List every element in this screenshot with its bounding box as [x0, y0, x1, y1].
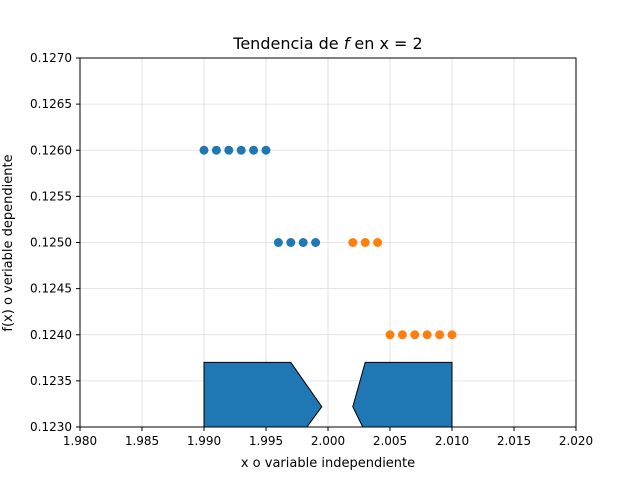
left-series-point [273, 238, 283, 247]
chart-title: Tendencia de f en x = 2 [232, 34, 422, 53]
y-tick-label: 0.1245 [30, 282, 72, 296]
left-series-point [249, 145, 259, 155]
data-points [199, 145, 457, 340]
x-tick-label: 1.995 [249, 434, 283, 448]
right-series-point [360, 238, 370, 247]
y-tick-label: 0.1230 [30, 420, 72, 434]
right-series-point [447, 330, 457, 340]
arrow-shapes [203, 361, 453, 428]
x-tick-label: 1.985 [125, 434, 159, 448]
x-axis-label: x o variable independiente [241, 456, 415, 471]
x-tick-label: 2.020 [559, 434, 593, 448]
y-axis-label: f(x) o veriable dependiente [1, 154, 16, 331]
right-series-point [410, 330, 420, 340]
y-tick-label: 0.1265 [30, 97, 72, 111]
right-series-point [422, 330, 432, 340]
y-tick-label: 0.1250 [30, 236, 72, 250]
y-tick-label: 0.1255 [30, 189, 72, 203]
left-series-point [236, 145, 246, 155]
left-series-point [224, 145, 234, 155]
x-tick-label: 2.015 [497, 434, 531, 448]
left-series-point [286, 238, 296, 247]
right-series-point [373, 238, 383, 247]
left-series-point [199, 145, 209, 155]
y-tick-label: 0.1260 [30, 143, 72, 157]
x-axis-ticks: 1.980 1.985 1.990 1.995 2.000 2.005 2.010 2.015… [63, 427, 593, 448]
left-series-point [298, 238, 308, 247]
chart-title-variable: f [344, 34, 352, 53]
left-series-point [261, 145, 271, 155]
right-arrow-shape [352, 361, 453, 428]
y-tick-label: 0.1270 [30, 51, 72, 65]
y-axis-ticks: 0.1230 0.1235 0.1240 0.1245 0.1250 0.1255 0.12… [30, 51, 80, 434]
right-series-point [397, 330, 407, 340]
x-tick-label: 1.990 [187, 434, 221, 448]
chart-title-suffix: en x = 2 [349, 34, 422, 53]
x-tick-label: 2.000 [311, 434, 345, 448]
right-series-point [348, 238, 358, 247]
chart-title-prefix: Tendencia de [232, 34, 343, 53]
left-series-point [311, 238, 321, 247]
x-tick-label: 1.980 [63, 434, 97, 448]
right-series-point [435, 330, 445, 340]
right-series-point [385, 330, 395, 340]
y-tick-label: 0.1240 [30, 328, 72, 342]
x-tick-label: 2.010 [435, 434, 469, 448]
left-series-point [211, 145, 221, 155]
y-tick-label: 0.1235 [30, 374, 72, 388]
x-tick-label: 2.005 [373, 434, 407, 448]
